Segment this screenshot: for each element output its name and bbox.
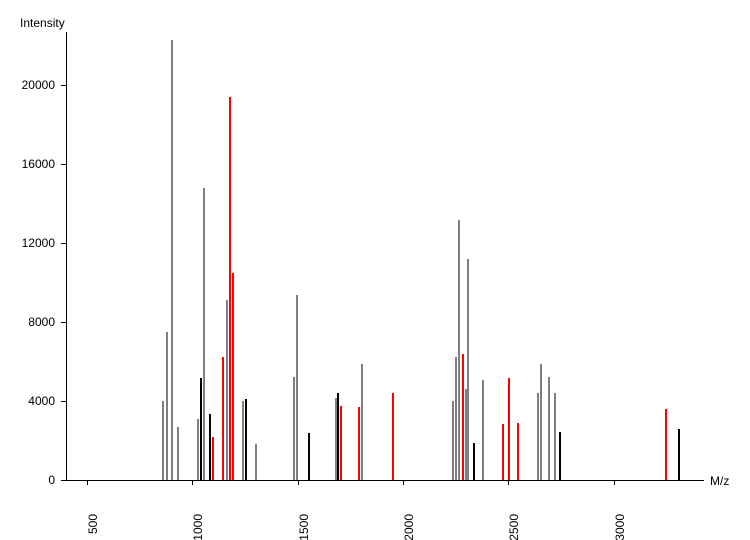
spectrum-peak: [209, 414, 211, 480]
spectrum-peak: [296, 295, 298, 480]
spectrum-peak: [361, 364, 363, 480]
spectrum-peak: [245, 399, 247, 480]
spectrum-peak: [293, 377, 295, 480]
spectrum-peak: [229, 97, 231, 480]
y-tick: [61, 322, 66, 323]
spectrum-peak: [540, 364, 542, 480]
y-tick: [61, 164, 66, 165]
spectrum-peak: [203, 188, 205, 480]
x-tick: [298, 480, 299, 485]
x-tick-label: 500: [86, 514, 100, 540]
spectrum-peak: [473, 443, 475, 480]
spectrum-peak: [548, 377, 550, 480]
y-tick-label: 0: [0, 473, 55, 487]
spectrum-peak: [452, 401, 454, 480]
spectrum-peak: [467, 259, 469, 480]
spectrum-peak: [242, 401, 244, 480]
y-axis: [66, 32, 67, 480]
y-tick: [61, 85, 66, 86]
spectrum-peak: [392, 393, 394, 480]
spectrum-peak: [554, 393, 556, 480]
spectrum-peak: [537, 393, 539, 480]
spectrum-peak: [665, 409, 667, 480]
spectrum-peak: [212, 437, 214, 480]
spectrum-peak: [502, 424, 504, 480]
y-tick-label: 8000: [0, 315, 55, 329]
spectrum-peak: [358, 407, 360, 480]
y-tick: [61, 243, 66, 244]
spectrum-peak: [308, 433, 310, 480]
y-axis-title: Intensity: [20, 16, 65, 30]
spectrum-peak: [197, 419, 199, 480]
x-tick-label: 1500: [297, 514, 311, 540]
y-tick-label: 12000: [0, 236, 55, 250]
spectrum-peak: [678, 429, 680, 480]
spectrum-peak: [482, 380, 484, 480]
y-tick: [61, 480, 66, 481]
x-tick: [614, 480, 615, 485]
spectrum-peak: [226, 300, 228, 480]
spectrum-peak: [517, 423, 519, 480]
x-tick: [403, 480, 404, 485]
y-tick-label: 20000: [0, 78, 55, 92]
spectrum-peak: [508, 378, 510, 480]
x-tick-label: 3000: [613, 514, 627, 540]
spectrum-peak: [337, 393, 339, 480]
spectrum-peak: [177, 427, 179, 480]
x-tick: [192, 480, 193, 485]
spectrum-peak: [458, 220, 460, 480]
spectrum-peak: [255, 444, 257, 480]
spectrum-peak: [171, 40, 173, 480]
x-axis-title: M/z: [710, 474, 729, 488]
spectrum-peak: [222, 357, 224, 480]
mass-spectrum-chart: Intensity M/z 0 4000 8000 12000 16000 20000 50…: [0, 0, 750, 540]
spectrum-peak: [162, 401, 164, 480]
x-axis: [66, 480, 704, 481]
x-tick-label: 2500: [507, 514, 521, 540]
spectrum-peak: [462, 354, 464, 480]
spectrum-peak: [455, 357, 457, 480]
y-tick-label: 4000: [0, 394, 55, 408]
spectrum-peak: [340, 406, 342, 480]
spectrum-peak: [232, 273, 234, 480]
x-tick: [508, 480, 509, 485]
y-tick: [61, 401, 66, 402]
spectrum-peak: [200, 378, 202, 480]
x-tick-label: 2000: [402, 514, 416, 540]
x-tick: [87, 480, 88, 485]
x-tick-label: 1000: [191, 514, 205, 540]
y-tick-label: 16000: [0, 157, 55, 171]
spectrum-peak: [559, 432, 561, 480]
spectrum-peak: [166, 332, 168, 480]
